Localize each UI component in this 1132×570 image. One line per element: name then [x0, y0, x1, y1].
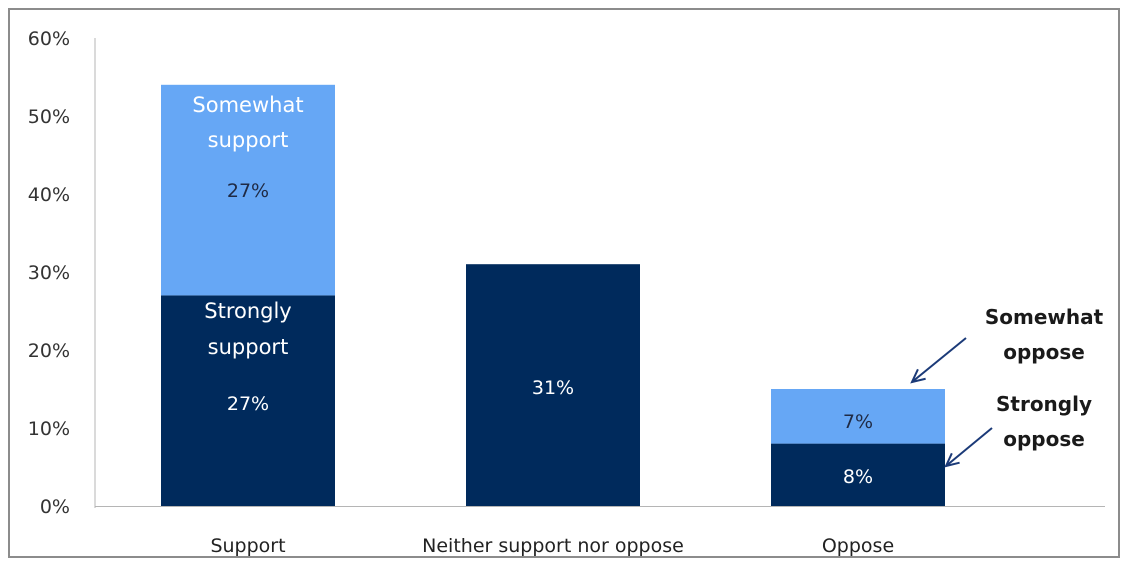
axes: 0% 10% 20% 30% 40% 50% 60% Support Neither suppo… — [28, 28, 1105, 557]
data-label: 8% — [843, 466, 873, 488]
x-tick-label: Neither support nor oppose — [422, 535, 684, 557]
y-tick-label: 30% — [28, 262, 70, 284]
bar-segment — [161, 295, 335, 506]
x-tick-label: Oppose — [822, 535, 894, 557]
somewhat-support-label: support — [208, 128, 289, 152]
somewhat-oppose-annotation: Somewhat — [985, 305, 1104, 329]
bars — [161, 84, 945, 506]
data-labels: 27% 31% 8% 27% 7% Somewhat support Strongly supp… — [192, 93, 873, 488]
strongly-support-label: support — [208, 335, 289, 359]
data-label: 7% — [843, 411, 873, 433]
strongly-support-label: Strongly — [204, 299, 292, 323]
chart-frame — [8, 8, 1120, 558]
strongly-oppose-annotation: oppose — [1003, 427, 1085, 451]
arrow-line — [911, 337, 967, 383]
y-tick-label: 60% — [28, 28, 70, 50]
somewhat-oppose-arrow — [910, 337, 967, 384]
bar-segment — [161, 84, 335, 296]
annotations: Somewhat oppose Strongly oppose — [910, 305, 1104, 468]
somewhat-support-label: Somewhat — [192, 93, 303, 117]
x-tick-label: Support — [210, 535, 285, 557]
arrow-line — [945, 427, 993, 467]
bar-segment — [771, 443, 945, 506]
y-tick-label: 50% — [28, 106, 70, 128]
bar-segment — [466, 264, 640, 506]
data-label: 31% — [532, 377, 574, 399]
data-label: 27% — [227, 393, 269, 415]
bar-segment — [771, 389, 945, 444]
y-tick-label: 0% — [40, 496, 70, 518]
y-tick-label: 40% — [28, 184, 70, 206]
arrow-head — [910, 368, 926, 384]
arrow-head — [944, 452, 960, 468]
y-tick-label: 20% — [28, 340, 70, 362]
y-tick-label: 10% — [28, 418, 70, 440]
strongly-oppose-annotation: Strongly — [996, 392, 1092, 416]
strongly-oppose-arrow — [944, 427, 993, 468]
data-label: 27% — [227, 180, 269, 202]
somewhat-oppose-annotation: oppose — [1003, 340, 1085, 364]
